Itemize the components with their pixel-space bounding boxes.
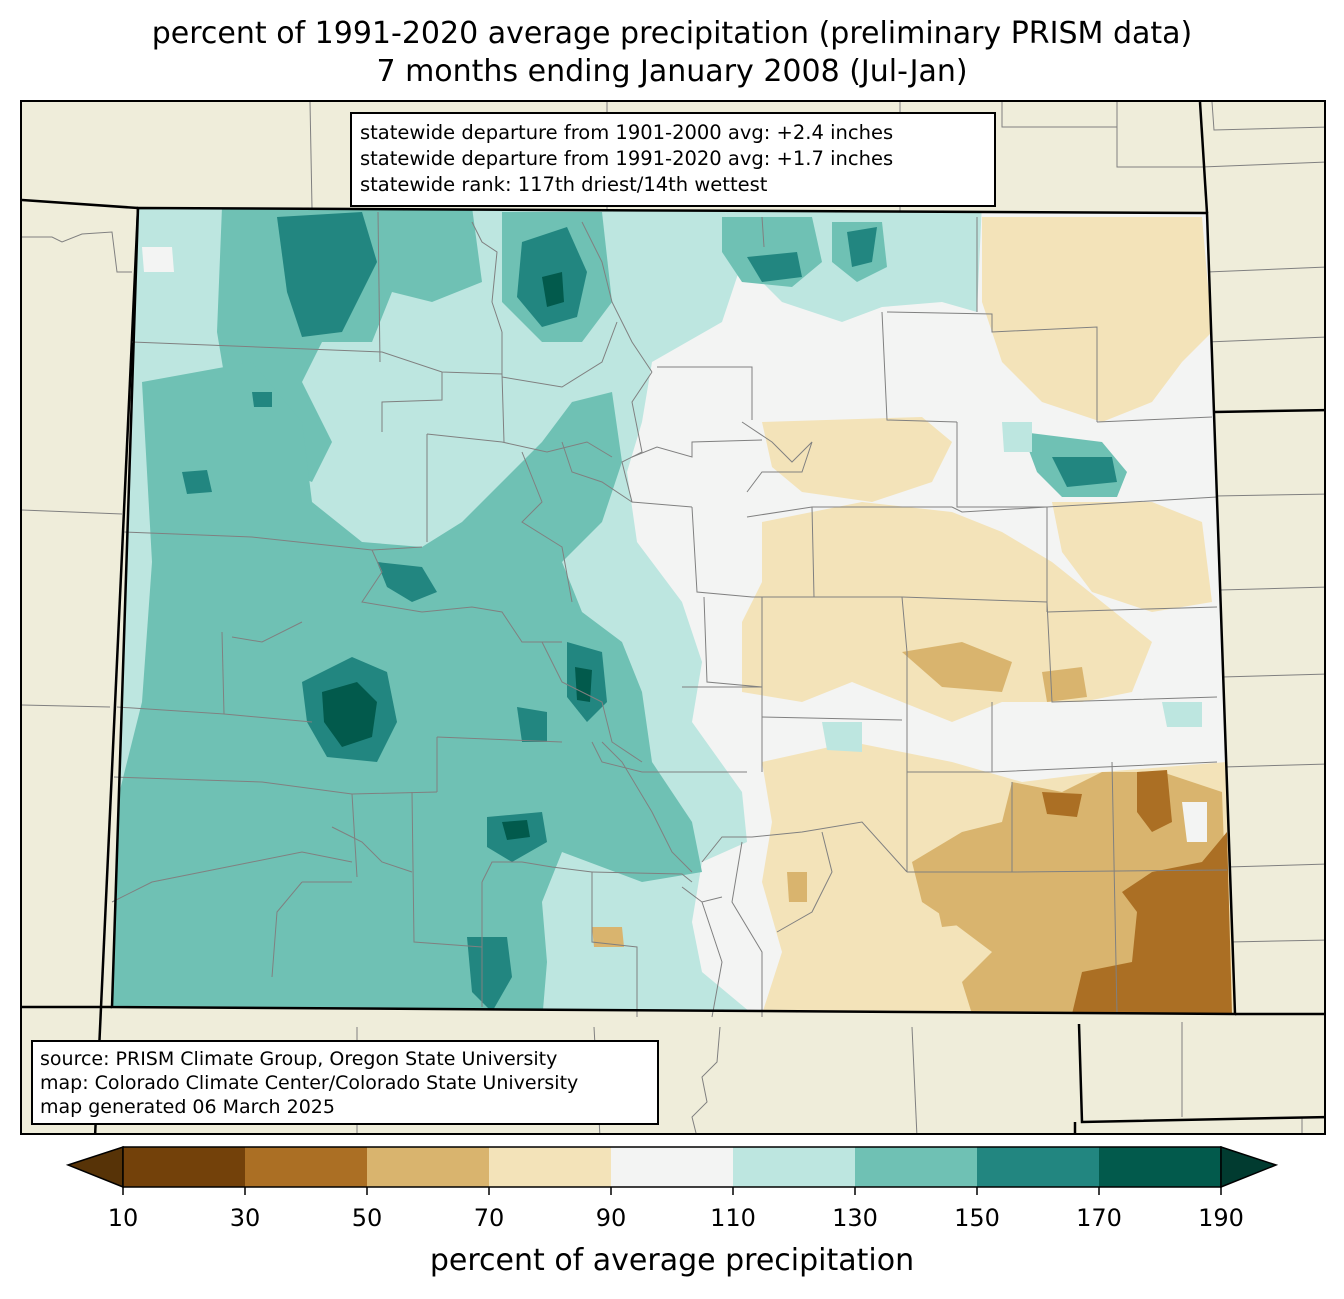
colorbar-bin-170-190 [1099, 1147, 1221, 1187]
stats-rank: statewide rank: 117th driest/14th wettes… [360, 173, 768, 196]
colorbar-label: percent of average precipitation [429, 1243, 915, 1278]
colorbar-tick-label: 50 [351, 1204, 383, 1232]
colorbar-under-arrow [65, 1145, 124, 1189]
colorbar-tick-label: 10 [107, 1204, 139, 1232]
colorbar-tick-label: 130 [832, 1204, 878, 1232]
colorbar-tick-label: 150 [954, 1204, 1000, 1232]
map-frame [20, 100, 1326, 1135]
credit-map: map: Colorado Climate Center/Colorado St… [40, 1072, 579, 1094]
colorbar-bin-130-150 [855, 1147, 977, 1187]
statewide-stats-box: statewide departure from 1901-2000 avg: … [350, 112, 996, 207]
colorado-precip-field [112, 208, 1235, 1014]
colorbar-tick-label: 170 [1076, 1204, 1122, 1232]
colorbar-bins [122, 1146, 1222, 1188]
colorbar-tick-label: 110 [710, 1204, 756, 1232]
colorbar-tick-label: 190 [1198, 1204, 1244, 1232]
colorbar-bin-110-130 [733, 1147, 855, 1187]
colorado-border [110, 206, 1237, 1016]
colorbar-bin-50-70 [367, 1147, 489, 1187]
colorbar [65, 1145, 1279, 1195]
colorbar-bin-90-110 [611, 1147, 733, 1187]
neighbor-state-borders [22, 102, 1324, 1133]
colorbar-bin-70-90 [489, 1147, 611, 1187]
colorbar-tick-label: 30 [229, 1204, 261, 1232]
credit-source: source: PRISM Climate Group, Oregon Stat… [40, 1048, 558, 1070]
credits-box: source: PRISM Climate Group, Oregon Stat… [31, 1040, 659, 1125]
colorbar-bin-30-50 [245, 1147, 367, 1187]
county-lines [111, 211, 1228, 1018]
precipitation-map [22, 102, 1324, 1133]
credit-generated: map generated 06 March 2025 [40, 1096, 335, 1118]
stats-departure-1901-2000: statewide departure from 1901-2000 avg: … [360, 121, 894, 144]
map-title-line1: percent of 1991-2020 average precipitati… [151, 16, 1193, 51]
stats-departure-1991-2020: statewide departure from 1991-2020 avg: … [360, 147, 894, 170]
colorbar-bin-150-170 [977, 1147, 1099, 1187]
map-title-line2: 7 months ending January 2008 (Jul-Jan) [376, 54, 968, 89]
colorbar-over-arrow [1220, 1145, 1279, 1189]
colorbar-tick-label: 90 [595, 1204, 627, 1232]
colorbar-bin-10-30 [123, 1147, 245, 1187]
colorbar-tick-label: 70 [473, 1204, 505, 1232]
